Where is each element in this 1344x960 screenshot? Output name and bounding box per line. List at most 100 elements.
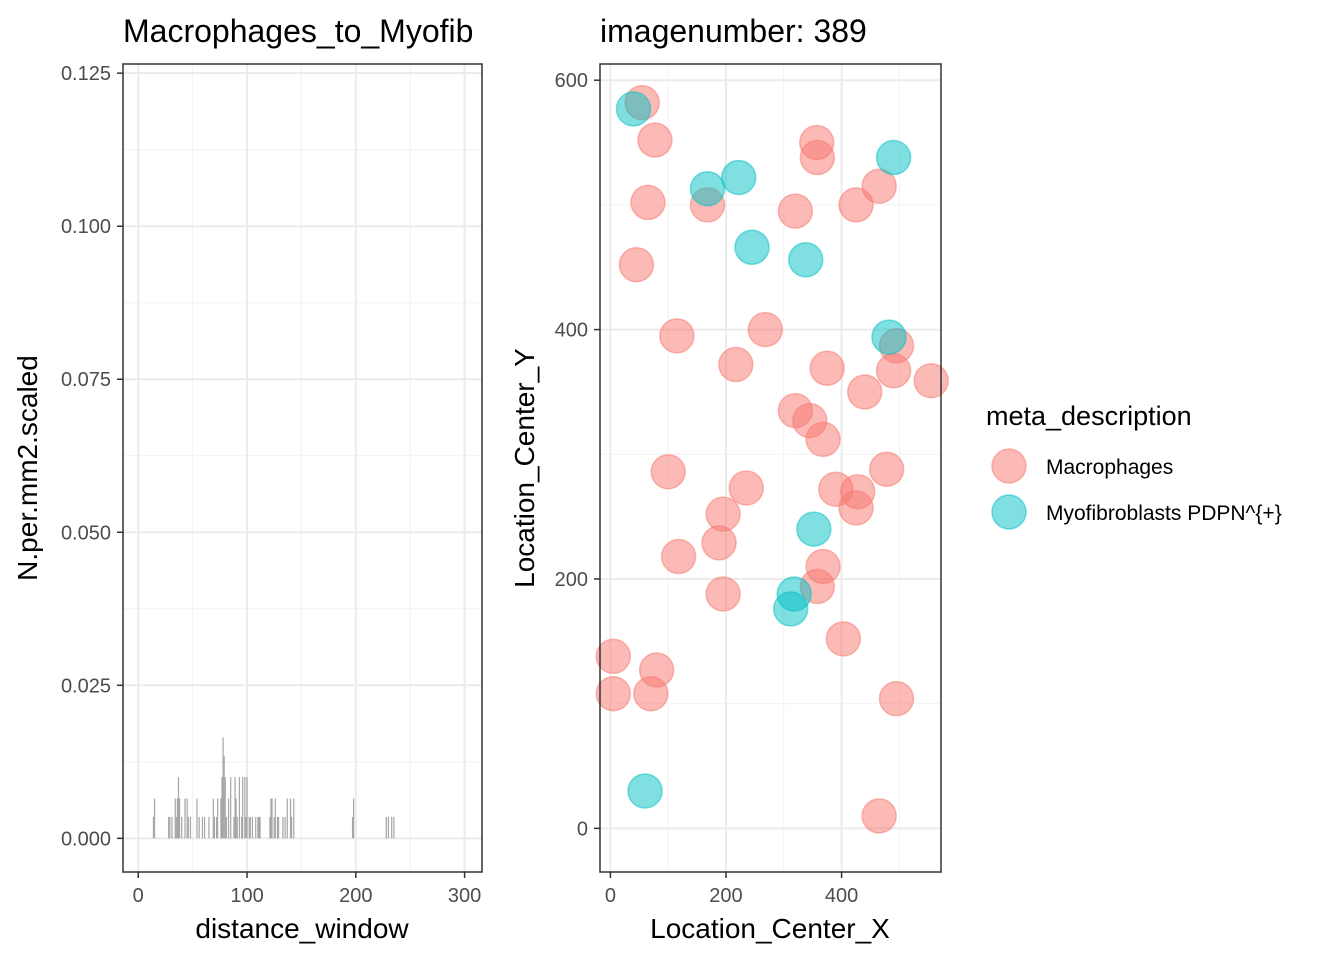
macrophage-point	[618, 247, 655, 283]
histogram-bar	[291, 816, 293, 839]
histogram-bar	[258, 816, 260, 839]
myofibroblast-point	[720, 159, 757, 196]
macrophage-point	[701, 525, 737, 561]
histogram-bar	[169, 816, 171, 839]
macrophage-point	[705, 576, 741, 612]
macrophage-point	[861, 798, 897, 834]
distance-histogram-panel: 0 100 200 300 0.000 0.025 0.050 0.075 0.100 0.125…	[12, 13, 483, 944]
histogram-bar	[221, 777, 223, 839]
myofibroblast-point	[627, 773, 663, 809]
scatter-points	[595, 84, 949, 834]
macrophage-point	[777, 193, 814, 229]
histogram-bar	[198, 816, 200, 839]
histogram-bar	[153, 798, 156, 839]
histogram-y-axis-label: N.per.mm2.scaled	[12, 355, 43, 581]
y-tick-label: 600	[555, 70, 588, 92]
histogram-bar	[277, 816, 280, 839]
histogram-bar	[152, 816, 155, 839]
macrophage-point	[799, 139, 836, 176]
macrophage-point	[875, 352, 912, 389]
histogram-bar	[255, 816, 257, 839]
histogram-bar	[196, 798, 198, 839]
myofibroblast-point	[871, 319, 907, 355]
histogram-bar	[235, 798, 237, 839]
histogram-bar	[236, 816, 238, 839]
scatter-plot-frame	[599, 63, 942, 873]
macrophage-point	[633, 675, 669, 712]
histogram-bar	[186, 798, 188, 839]
histogram-bar	[171, 816, 173, 839]
histogram-bar	[222, 737, 224, 839]
macrophage-point	[838, 490, 874, 526]
histogram-bar	[289, 798, 292, 839]
histogram-bar	[168, 816, 170, 839]
histogram-bar	[248, 816, 250, 839]
macrophage-point	[846, 374, 883, 410]
histogram-bar	[238, 777, 241, 839]
macrophage-point	[728, 470, 764, 506]
histogram-bar	[249, 816, 251, 839]
myofibroblast-point	[734, 229, 770, 266]
y-tick-label: 0.000	[61, 828, 111, 850]
y-tick-label: 0.025	[61, 675, 111, 697]
histogram-bar	[286, 798, 288, 839]
macrophage-point	[878, 680, 915, 717]
y-tick-label: 0.125	[61, 63, 111, 85]
myofibroblast-point	[772, 591, 809, 627]
histogram-x-axis-label: distance_window	[195, 913, 409, 944]
histogram-bar	[208, 816, 210, 839]
histogram-bar	[176, 798, 178, 839]
scatter-ticks: 0 200 400 0 200 400 600	[555, 70, 859, 907]
y-tick-label: 0.050	[61, 522, 111, 544]
y-tick-label: 0.075	[61, 369, 111, 391]
histogram-bar	[282, 816, 284, 839]
macrophage-point	[660, 538, 697, 575]
legend-items: Macrophages Myofibroblasts PDPN^{+}	[991, 448, 1282, 530]
x-tick-label: 0	[133, 885, 144, 907]
histogram-bar	[393, 816, 395, 839]
histogram-bar	[245, 816, 247, 839]
histogram-bar	[391, 816, 393, 839]
macrophage-point	[747, 311, 784, 348]
histogram-bar	[187, 816, 189, 839]
histogram-bar	[273, 816, 275, 839]
macrophage-point	[805, 421, 841, 458]
histogram-title: Macrophages_to_Myofib	[123, 13, 473, 49]
x-tick-label: 100	[230, 885, 263, 907]
myofibroblast-point	[796, 511, 832, 547]
x-tick-label: 300	[448, 885, 481, 907]
histogram-bar	[215, 816, 218, 839]
myofibroblast-point	[615, 91, 652, 127]
location-scatter-panel: 0 200 400 0 200 400 600 imagenumber: 389 Locat…	[509, 13, 949, 944]
histogram-bar	[251, 816, 254, 839]
histogram-bar	[274, 798, 276, 839]
histogram-bar	[242, 777, 244, 839]
x-tick-label: 0	[605, 885, 616, 907]
histogram-bar	[244, 777, 246, 839]
histogram-bar	[227, 798, 230, 839]
legend-key-macrophages	[991, 448, 1027, 484]
histogram-bar	[257, 816, 259, 839]
x-tick-label: 400	[825, 885, 858, 907]
histogram-bar	[184, 798, 186, 839]
histogram-bar	[225, 816, 227, 839]
histogram-bar	[181, 816, 183, 839]
histogram-bar	[284, 816, 286, 839]
histogram-bar	[351, 816, 354, 839]
legend: meta_description Macrophages Myofibroblas…	[986, 401, 1282, 530]
macrophage-point	[825, 621, 862, 657]
histogram-bar	[233, 816, 235, 839]
macrophage-point	[637, 122, 673, 158]
histogram-bar	[270, 798, 272, 839]
histogram-bars	[152, 737, 395, 839]
legend-label: Macrophages	[1046, 456, 1173, 479]
y-tick-label: 0.100	[61, 216, 111, 238]
macrophage-point	[913, 362, 949, 399]
histogram-bar	[174, 798, 176, 839]
x-tick-label: 200	[339, 885, 372, 907]
histogram-bar	[203, 816, 206, 839]
histogram-bar	[230, 777, 232, 839]
macrophage-point	[809, 350, 845, 386]
macrophage-point	[718, 346, 754, 383]
histogram-bar	[271, 798, 273, 839]
